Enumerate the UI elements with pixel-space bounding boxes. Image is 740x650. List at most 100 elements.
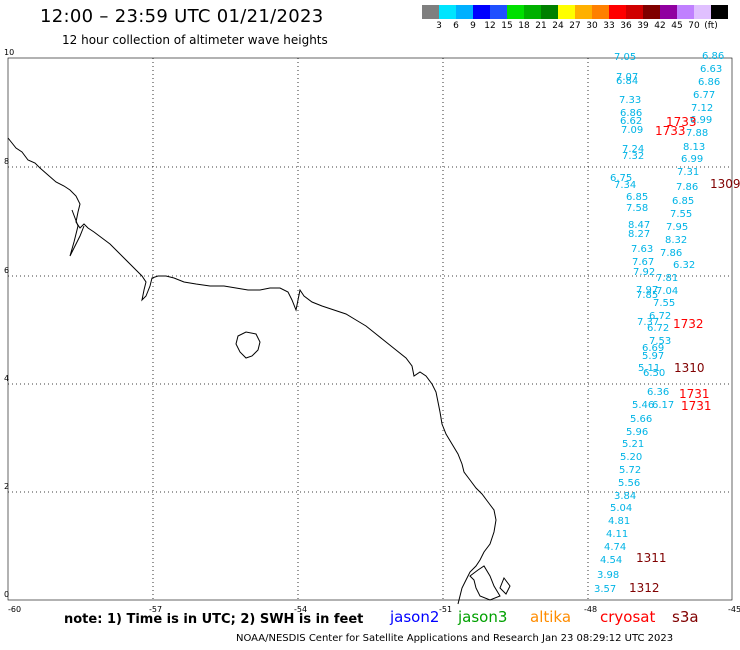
color-swatch: [660, 5, 677, 19]
wave-height-reading: 5.56: [618, 478, 640, 489]
coastline-inlet: [69, 209, 85, 257]
wave-height-reading: 7.95: [666, 222, 688, 233]
wave-height-reading: 6.86: [620, 108, 642, 119]
wave-height-reading: 7.67: [632, 257, 654, 268]
color-swatch: [626, 5, 643, 19]
x-tick-label: -51: [439, 605, 452, 614]
wave-height-reading: 4.54: [600, 555, 622, 566]
map-frame: [7, 57, 733, 601]
color-legend-label: 45: [671, 21, 683, 31]
color-legend-label: 30: [586, 21, 598, 31]
wave-height-reading: 7.37: [637, 317, 659, 328]
pass-time-label: 1733: [655, 124, 686, 138]
wave-height-reading: 3.84: [614, 491, 636, 502]
wave-height-reading: 7.97: [636, 285, 658, 296]
wave-height-reading: 6.69: [642, 343, 664, 354]
x-tick-label: -57: [149, 605, 162, 614]
wave-height-reading: 7.31: [677, 167, 699, 178]
wave-height-reading: 5.21: [622, 439, 644, 450]
color-swatch: [592, 5, 609, 19]
wave-height-reading: 6.99: [681, 154, 703, 165]
wave-height-reading: 3.57: [594, 584, 616, 595]
wave-height-reading: 7.55: [670, 209, 692, 220]
wave-height-reading: 7.04: [656, 286, 678, 297]
wave-height-readings: 7.05 6.86 6.63 7.076.84 6.86 6.77 7.33 7.12 6.86…: [594, 51, 740, 595]
y-tick-label: 4: [4, 374, 9, 383]
wave-height-reading: 6.32: [673, 260, 695, 271]
pass-time-label: 1731: [679, 387, 710, 401]
wave-height-reading: 6.62: [620, 116, 642, 127]
color-legend-label: (ft): [704, 21, 718, 31]
wave-height-reading: 6.86: [698, 77, 720, 88]
color-legend-label: 12: [484, 21, 496, 31]
wave-height-reading: 5.97: [642, 351, 664, 362]
wave-height-reading: 6.50: [643, 368, 665, 379]
wave-height-reading: 5.96: [626, 427, 648, 438]
x-tick-label: -60: [8, 605, 21, 614]
wave-height-reading: 7.55: [653, 298, 675, 309]
wave-height-reading: 7.86: [676, 182, 698, 193]
wave-height-reading: 8.13: [683, 142, 705, 153]
color-swatch: [694, 5, 711, 19]
wave-height-reading: 5.04: [610, 503, 632, 514]
color-legend-label: 36: [620, 21, 632, 31]
wave-height-reading: 7.33: [619, 95, 641, 106]
color-legend-label: 42: [654, 21, 666, 31]
wave-height-reading: 7.12: [691, 103, 713, 114]
wave-height-reading: 6.99: [690, 115, 712, 126]
pass-time-label: 1311: [636, 551, 667, 565]
satellite-legend-item: jason2: [390, 608, 440, 626]
y-tick-label: 10: [4, 48, 14, 57]
color-swatch: [677, 5, 694, 19]
wave-height-reading: 5.46: [632, 400, 654, 411]
wave-height-reading: 7.24: [622, 144, 644, 155]
wave-height-reading: 7.85: [636, 290, 658, 301]
wave-height-reading: 6.85: [626, 192, 648, 203]
color-legend-label: 6: [453, 21, 459, 31]
satellite-legend-item: s3a: [672, 608, 699, 626]
wave-height-reading: 6.85: [672, 196, 694, 207]
wave-height-reading: 7.34: [614, 180, 636, 191]
color-swatch: [711, 5, 728, 19]
pass-time-label: 1309: [710, 177, 740, 191]
wave-height-reading: 8.47: [628, 220, 650, 231]
wave-height-reading: 6.63: [700, 64, 722, 75]
wave-height-reading: 6.77: [693, 90, 715, 101]
wave-height-reading: 6.36: [647, 387, 669, 398]
wave-height-reading: 7.86: [660, 248, 682, 259]
color-legend-label: 3: [436, 21, 442, 31]
wave-height-reading: 7.09: [621, 125, 643, 136]
wave-height-reading: 7.88: [686, 128, 708, 139]
color-swatch: [490, 5, 507, 19]
color-swatch: [524, 5, 541, 19]
color-legend-label: 39: [637, 21, 649, 31]
color-swatch: [456, 5, 473, 19]
map-grid: [7, 57, 733, 601]
pass-time-label: 1312: [629, 581, 660, 595]
wave-height-reading: 6.72: [649, 311, 671, 322]
wave-height-reading: 7.53: [649, 336, 671, 347]
wave-height-reading: 7.81: [656, 273, 678, 284]
axis-labels: -60 -57 -54 -51 -48 -45 0 2 4 6 8 10: [4, 48, 740, 614]
coastline-south-america: [7, 137, 497, 605]
color-legend-label: 15: [501, 21, 513, 31]
wave-height-reading: 6.86: [702, 51, 724, 62]
wave-height-reading: 7.58: [626, 203, 648, 214]
color-swatch: [439, 5, 456, 19]
color-swatch: [575, 5, 592, 19]
color-legend-label: 33: [603, 21, 615, 31]
wave-height-reading: 5.72: [619, 465, 641, 476]
x-tick-label: -45: [728, 605, 740, 614]
credit-line: NOAA/NESDIS Center for Satellite Applica…: [236, 633, 674, 644]
wave-height-reading: 6.84: [616, 76, 638, 87]
color-legend-label: 21: [535, 21, 547, 31]
color-legend-label: 27: [569, 21, 581, 31]
color-legend-label: 24: [552, 21, 564, 31]
y-tick-label: 2: [4, 482, 9, 491]
wave-height-reading: 7.92: [633, 267, 655, 278]
y-tick-label: 0: [4, 590, 9, 599]
color-legend-label: 18: [518, 21, 530, 31]
y-tick-label: 8: [4, 157, 9, 166]
color-swatch: [541, 5, 558, 19]
